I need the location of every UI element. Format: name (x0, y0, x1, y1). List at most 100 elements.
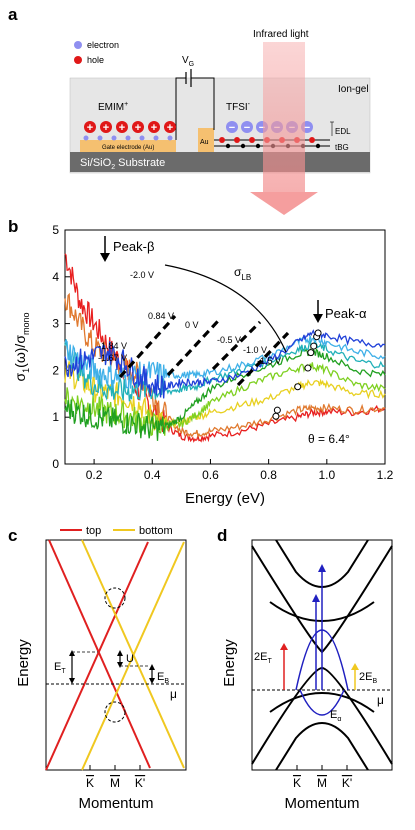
electron-icon (97, 135, 103, 141)
voltage-label-m0-5: -0.5 V (217, 335, 241, 345)
x-tick-label: 0.4 (144, 468, 161, 482)
m-label-d: M (317, 776, 327, 790)
tbg-atom-icon (225, 143, 231, 149)
infrared-arrow-icon (250, 192, 318, 215)
panel-d: d μ 2ET 2EB Eα K M K' (217, 526, 393, 812)
crossing-circle-upper (104, 587, 126, 609)
top-band-1 (48, 539, 151, 769)
peak-marker (272, 412, 280, 420)
y-tick-label: 1 (52, 410, 59, 424)
series-line-4 (64, 347, 386, 441)
svg-text:+: + (151, 122, 157, 134)
electron-icon (167, 135, 173, 141)
y-axis-label-c: Energy (15, 639, 32, 687)
svg-text:+: + (103, 122, 109, 134)
electron-icon (111, 135, 117, 141)
electron-icon (153, 135, 159, 141)
peak-beta-label: Peak-β (113, 239, 154, 254)
peak-marker (307, 349, 315, 357)
tbg-hole-icon (234, 137, 240, 143)
electron-legend-icon (74, 41, 82, 49)
peak-marker (294, 383, 302, 391)
substrate-label: Si/SiO2 Substrate (80, 157, 165, 171)
electron-icon (226, 121, 238, 133)
tbg-hole-icon (249, 137, 255, 143)
x-tick-label: 1.2 (377, 468, 394, 482)
k-label-c: K (86, 776, 94, 790)
voltage-label-0-84: 0.84 V (148, 311, 174, 321)
hole-icon (132, 121, 144, 133)
peak-markers (272, 329, 322, 420)
dashed-arrow-1 (118, 314, 177, 379)
electron-row-gate (83, 135, 173, 141)
panel-c: c top bottom μ ET U EB (8, 525, 187, 812)
k-label-d: K (293, 776, 301, 790)
voltage-label-m2-0: -2.0 V (130, 270, 154, 280)
voltage-label-0: 0 V (185, 320, 199, 330)
tbg-atom-icon (240, 143, 246, 149)
et-label: ET (54, 661, 66, 675)
plot-ticks: 0.2 0.4 0.6 0.8 1.0 1.2 0 1 2 3 4 5 (52, 223, 393, 482)
hole-legend-label: hole (87, 55, 104, 65)
peak-marker (273, 406, 281, 414)
infrared-beam (263, 42, 305, 192)
panel-a-label: a (8, 5, 18, 24)
voltage-label-m1-0: -1.0 V (243, 345, 267, 355)
tbg-hole-icon (219, 137, 225, 143)
y-axis-label: σ1(ω)/σmono (12, 313, 31, 382)
series-line-3 (64, 362, 386, 437)
m-label-c: M (110, 776, 120, 790)
edl-label: EDL (335, 127, 351, 136)
peak-alpha-label: Peak-α (325, 306, 367, 321)
emim-label: EMIM+ (98, 101, 128, 113)
series-line-0 (64, 253, 386, 443)
two-et-label: 2ET (254, 651, 272, 665)
panel-c-frame (45, 539, 187, 771)
voltage-label-m1-67: -1.67 V (98, 353, 127, 363)
gate-electrode-label: Gate electrode (Au) (102, 145, 154, 151)
electron-icon (125, 135, 131, 141)
electron-icon (139, 135, 145, 141)
panel-a: a Ion-gel Si/SiO2 Substrate Gate electro… (8, 5, 371, 215)
au-label: Au (200, 139, 209, 146)
voltage-label: VG (182, 55, 194, 68)
infrared-label: Infrared light (253, 29, 309, 40)
x-axis-label-c: Momentum (78, 795, 153, 812)
blue-band-highlight (295, 629, 349, 691)
dashed-arrow-3 (211, 320, 262, 371)
series-line-6 (64, 335, 386, 389)
svg-text:−: − (259, 122, 265, 134)
ion-gel-label: Ion-gel (338, 84, 369, 95)
mu-label-d: μ (377, 693, 384, 707)
x-tick-label: 0.8 (260, 468, 277, 482)
u-label: U (126, 653, 134, 665)
hole-icon (148, 121, 160, 133)
hole-icon (100, 121, 112, 133)
eb-label: EB (157, 671, 169, 685)
two-eb-label: 2EB (359, 671, 377, 685)
top-legend-label: top (86, 525, 101, 537)
tbg-atom-icon (255, 143, 261, 149)
ea-label: Eα (330, 709, 341, 723)
svg-text:−: − (304, 122, 310, 134)
electron-icon (83, 135, 89, 141)
hole-icon (164, 121, 176, 133)
peak-marker (314, 329, 322, 337)
sigma-lb-curve (164, 264, 287, 353)
hole-icon (84, 121, 96, 133)
peak-marker (304, 364, 312, 372)
x-axis-label-d: Momentum (284, 795, 359, 812)
peak-marker (310, 342, 318, 350)
mu-label-c: μ (170, 687, 177, 701)
panel-b-label: b (8, 217, 18, 236)
sigma-lb-label: σLB (234, 265, 251, 282)
series-line-2 (64, 361, 386, 432)
tbg-label: tBG (335, 143, 349, 152)
svg-text:−: − (229, 122, 235, 134)
theta-label: θ = 6.4° (308, 432, 350, 446)
top-band-2 (45, 541, 149, 771)
hole-row-left: + + + + + + (84, 121, 176, 134)
y-tick-label: 4 (52, 270, 59, 284)
y-tick-label: 2 (52, 363, 59, 377)
